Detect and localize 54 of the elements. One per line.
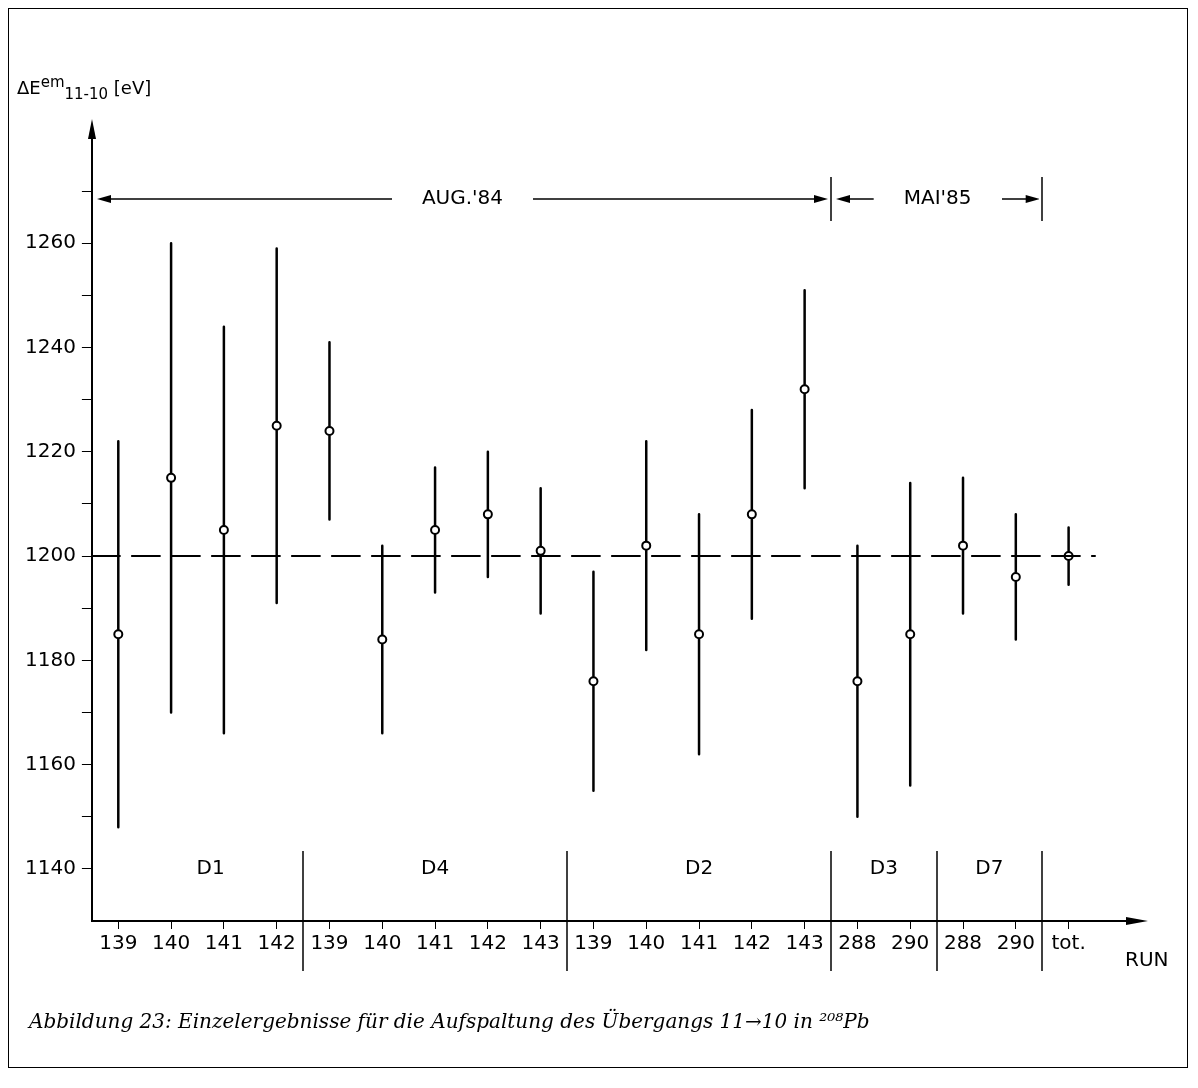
point [852, 676, 863, 687]
x-tick-label: 142 [732, 930, 771, 955]
point [482, 509, 493, 520]
point [588, 676, 599, 687]
point [641, 540, 652, 551]
x-axis-title: RUN [1125, 947, 1169, 972]
annotation: D3 [869, 855, 898, 880]
y-tick-label: 1220 [24, 438, 76, 462]
y-tick-label: 1180 [24, 646, 76, 671]
x-tick-label: 140 [363, 930, 402, 955]
x-tick-label: 139 [574, 930, 613, 955]
point [1010, 571, 1021, 582]
x-tick-label: tot. [1051, 930, 1086, 955]
x-tick-label: 141 [204, 930, 243, 955]
x-tick-label: 143 [521, 930, 560, 955]
point [535, 545, 546, 556]
annotation: D4 [421, 855, 450, 880]
point [694, 629, 705, 640]
y-axis-title: ΔE$^{em}$$_{11-10}$ [eV] [17, 72, 152, 105]
point [746, 509, 757, 520]
x-tick-label: 288 [838, 930, 877, 955]
point [271, 420, 282, 431]
point [218, 525, 229, 535]
y-tick-label: 1140 [24, 855, 76, 880]
x-tick-label: 140 [627, 930, 666, 955]
y-tick-label: 1240 [24, 333, 76, 358]
x-tick-label: 140 [152, 930, 191, 955]
x-tick-label: 143 [785, 930, 824, 955]
text: Abbildung 23: Einzelergebnisse für die Aufspaltung des Übergangs 11→10 in ²⁰⁸Pb [29, 1009, 870, 1033]
x-tick-label: 141 [415, 930, 455, 955]
x-tick-label: 142 [468, 930, 507, 955]
point [430, 525, 441, 535]
y-tick-label: 1260 [24, 229, 76, 254]
point [958, 540, 969, 551]
annotation: D7 [975, 855, 1004, 880]
point [905, 629, 916, 640]
point [113, 629, 124, 640]
point [377, 634, 388, 645]
x-tick-label: 288 [943, 930, 983, 955]
y-tick-label: 1200 [24, 542, 76, 567]
annotation: MAI'85 [903, 185, 972, 210]
annotation: AUG.'84 [421, 185, 504, 210]
x-tick-label: 290 [996, 930, 1035, 955]
point [799, 384, 810, 395]
x-tick-label: 142 [257, 930, 296, 955]
x-tick-label: 290 [891, 930, 930, 955]
x-tick-label: 139 [310, 930, 349, 955]
point [166, 472, 177, 483]
x-tick-label: 141 [679, 930, 719, 955]
annotation: D2 [684, 855, 714, 880]
point [324, 425, 335, 436]
y-tick-label: 1160 [24, 750, 76, 775]
x-tick-label: 139 [99, 930, 138, 955]
annotation: D1 [196, 855, 225, 880]
